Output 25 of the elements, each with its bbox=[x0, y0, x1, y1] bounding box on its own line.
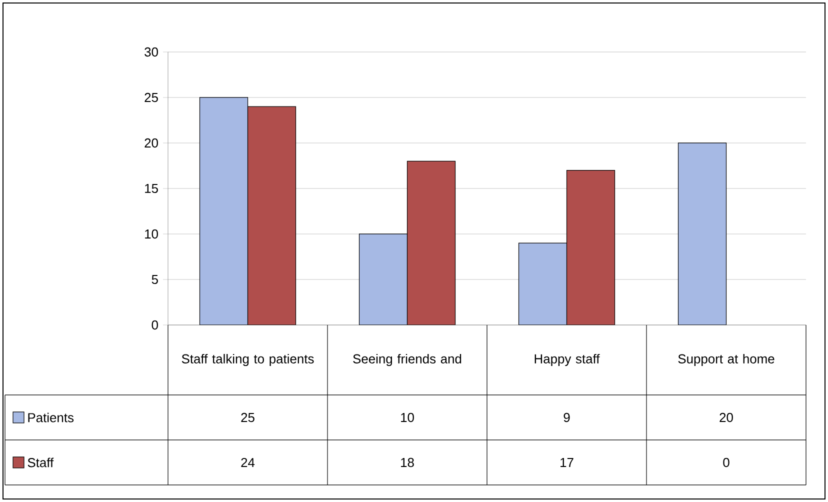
x-tick-label: Staff talking to patients bbox=[182, 354, 314, 366]
data-label: 25 bbox=[241, 412, 254, 422]
data-label: 20 bbox=[720, 412, 733, 422]
legend-label: Staff bbox=[28, 458, 54, 468]
legend-label: Patients bbox=[28, 412, 74, 422]
y-tick-label: 30 bbox=[144, 47, 158, 57]
data-label: 17 bbox=[560, 458, 574, 467]
data-label: 10 bbox=[401, 412, 414, 422]
y-tick-label: 10 bbox=[145, 229, 158, 239]
data-label: 24 bbox=[241, 458, 255, 468]
x-tick-label: Seeing friends and bbox=[353, 354, 462, 366]
y-tick-label: 0 bbox=[152, 320, 158, 330]
data-label: 9 bbox=[564, 412, 570, 422]
y-tick-label: 25 bbox=[144, 92, 158, 102]
bar bbox=[406, 160, 456, 325]
data-label: 0 bbox=[723, 458, 730, 468]
bar bbox=[247, 106, 296, 325]
y-tick-label: 15 bbox=[145, 184, 158, 193]
y-tick-label: 20 bbox=[144, 138, 158, 148]
x-tick-label: Support at home bbox=[678, 354, 774, 366]
y-tick-label: 5 bbox=[152, 274, 158, 284]
bar bbox=[678, 142, 727, 325]
data-label: 18 bbox=[401, 458, 414, 468]
x-tick-label: Happy staff bbox=[534, 354, 600, 366]
bar bbox=[566, 170, 616, 325]
